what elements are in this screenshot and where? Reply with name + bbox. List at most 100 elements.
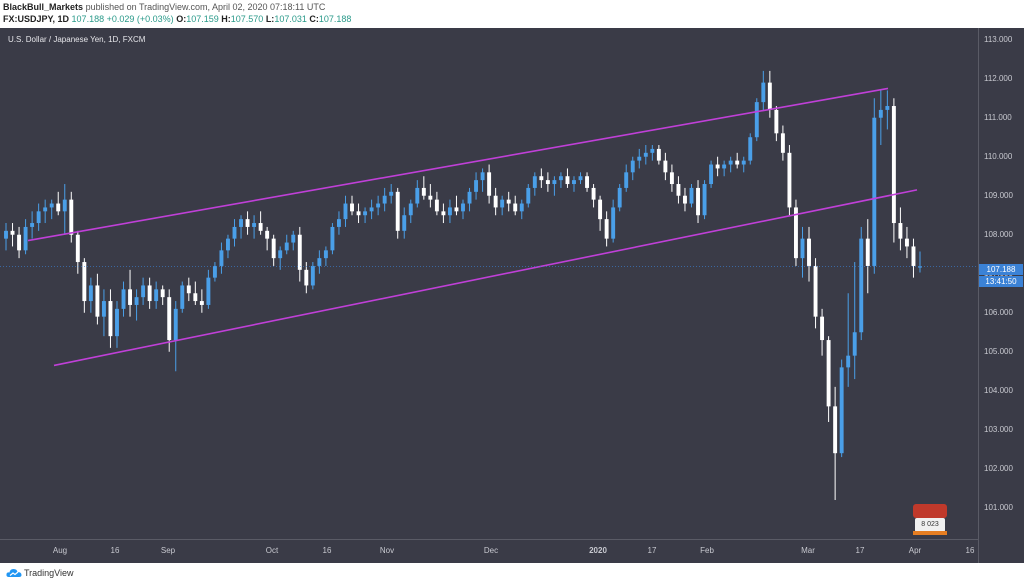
candle-down <box>793 207 798 259</box>
candle-down <box>780 133 785 153</box>
candle-down <box>95 285 100 317</box>
candle-up <box>336 219 341 227</box>
price-tick-label: 108.000 <box>984 229 1013 239</box>
tradingview-brand[interactable]: TradingView <box>24 568 74 578</box>
candle-up <box>134 297 139 305</box>
time-axis[interactable]: Aug 16 Sep Oct 16 Nov Dec 2020 17 Feb Mar 17 Apr 16 <box>0 539 978 564</box>
candle-down <box>656 148 661 161</box>
candle-up <box>232 226 237 239</box>
candle-up <box>572 180 576 185</box>
channel-upper-line[interactable] <box>27 87 889 242</box>
candle-up <box>578 176 583 181</box>
close-value: 107.188 <box>318 14 352 24</box>
channel-lower-line[interactable] <box>53 189 918 367</box>
candle-up <box>918 266 922 268</box>
time-tick-label: 17 <box>855 546 865 555</box>
time-tick-label: Sep <box>160 546 176 555</box>
candle-down <box>774 109 779 134</box>
candle-down <box>160 289 165 298</box>
chart-title: U.S. Dollar / Japanese Yen, 1D, FXCM <box>8 35 146 44</box>
tradingview-cloud-icon[interactable] <box>6 567 22 578</box>
candle-up <box>206 277 211 305</box>
candle-down <box>493 195 498 208</box>
countdown-tag: 13:41:50 <box>979 276 1023 287</box>
candle-down <box>604 219 609 239</box>
candle-down <box>545 180 550 185</box>
candle-up <box>754 102 759 138</box>
candle-up <box>800 238 805 259</box>
candle-up <box>447 207 452 216</box>
candle-down <box>715 164 720 169</box>
candle-down <box>350 203 354 212</box>
candle-down <box>10 230 15 235</box>
candle-up <box>291 234 296 243</box>
time-tick-label: Aug <box>52 546 68 555</box>
candle-up <box>141 285 146 298</box>
candle-down <box>297 234 302 270</box>
candle-down <box>767 82 772 110</box>
badge-top <box>913 504 947 518</box>
candle-up <box>317 258 322 266</box>
candle-up <box>252 223 257 227</box>
candle-up <box>722 164 727 169</box>
candle-down <box>506 199 511 204</box>
price-axis[interactable]: 113.000 112.000 111.000 110.000 109.000 108.0… <box>978 28 1024 563</box>
candle-up <box>702 184 707 216</box>
candle-down <box>395 191 400 231</box>
candle-up <box>212 265 217 278</box>
candle-up <box>173 308 178 341</box>
candle-down <box>245 219 250 227</box>
candle-up <box>526 187 531 204</box>
chart-area[interactable]: U.S. Dollar / Japanese Yen, 1D, FXCM 113… <box>0 28 1024 563</box>
candle-down <box>663 160 668 173</box>
candle-up <box>846 355 851 368</box>
price-tick-label: 112.000 <box>984 73 1013 83</box>
candle-down <box>865 238 870 266</box>
candle-up <box>650 148 655 153</box>
candle-up <box>748 137 753 161</box>
candle-up <box>43 207 48 212</box>
candle-up <box>402 215 407 231</box>
candle-down <box>271 238 276 259</box>
candle-down <box>826 340 831 407</box>
candle-up <box>741 160 746 165</box>
candle-down <box>304 269 309 286</box>
candle-down <box>193 293 198 302</box>
candle-down <box>69 199 74 235</box>
badge-count: 8 023 <box>915 518 945 532</box>
candle-up <box>839 367 844 454</box>
candle-down <box>128 289 133 305</box>
low-label: L: <box>265 14 275 24</box>
publication-info: BlackBull_Markets published on TradingVi… <box>3 2 325 12</box>
open-label: O: <box>176 14 187 24</box>
candle-up <box>728 160 733 165</box>
candle-up <box>49 203 54 208</box>
price-tick-label: 105.000 <box>984 346 1013 356</box>
candle-up <box>382 195 387 204</box>
candle-up <box>637 156 642 161</box>
price-tick-label: 103.000 <box>984 424 1013 434</box>
author-name[interactable]: BlackBull_Markets <box>3 2 84 12</box>
notification-badge[interactable]: 8 023 <box>913 504 947 535</box>
candle-down <box>56 203 61 212</box>
candle-up <box>23 226 28 251</box>
candle-down <box>904 238 909 247</box>
candle-up <box>624 172 629 188</box>
candle-up <box>239 219 243 227</box>
candle-up <box>519 203 524 212</box>
candle-down <box>186 285 191 294</box>
candle-down <box>598 199 603 220</box>
price-tick-label: 109.000 <box>984 190 1013 200</box>
price-tick-label: 104.000 <box>984 385 1013 395</box>
time-tick-label: Feb <box>700 546 714 555</box>
candle-down <box>911 246 916 266</box>
candle-up <box>558 176 563 181</box>
price-plot[interactable] <box>0 28 978 539</box>
price-tick-label: 110.000 <box>984 151 1013 161</box>
candle-up <box>154 289 159 302</box>
last-price: 107.188 <box>71 14 105 24</box>
badge-bar <box>913 531 947 535</box>
candle-down <box>428 195 433 200</box>
symbol-label: FX:USDJPY, 1D <box>3 14 70 24</box>
time-tick-label: 16 <box>965 546 975 555</box>
